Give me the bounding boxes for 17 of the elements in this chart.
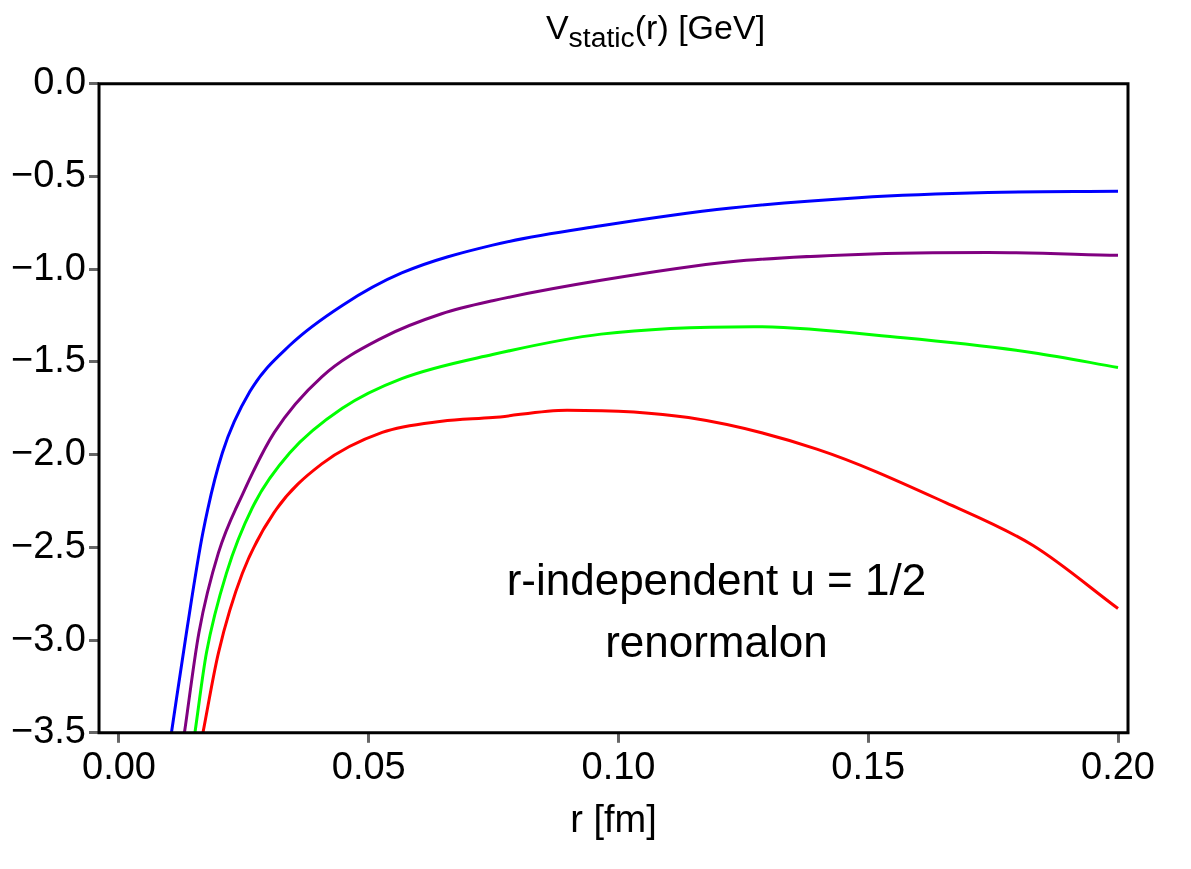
x-tick-label: 0.15: [831, 745, 906, 788]
y-tick-label: −2.5: [10, 523, 87, 566]
x-tick-label: 0.05: [331, 745, 406, 788]
x-axis-title: r [fm]: [570, 797, 657, 840]
y-tick-label: −1.5: [10, 338, 87, 381]
line-series: [201, 408, 1120, 733]
y-tick-label: −0.5: [10, 153, 87, 195]
y-tick-label: 0.0: [33, 60, 87, 103]
y-tick-label: −2.0: [10, 431, 87, 474]
line-series: [193, 325, 1120, 733]
y-tick-label: −1.0: [10, 245, 87, 288]
annotation: r-independent u = 1/2: [506, 554, 927, 604]
chart-title: V$_{static}$(r) [GeV]: [544, 8, 767, 55]
annotation: renormalon: [605, 616, 828, 666]
x-tick-label: 0.10: [581, 745, 656, 788]
x-tick-label: 0.20: [1081, 745, 1155, 788]
y-tick-label: −3.0: [10, 616, 87, 659]
